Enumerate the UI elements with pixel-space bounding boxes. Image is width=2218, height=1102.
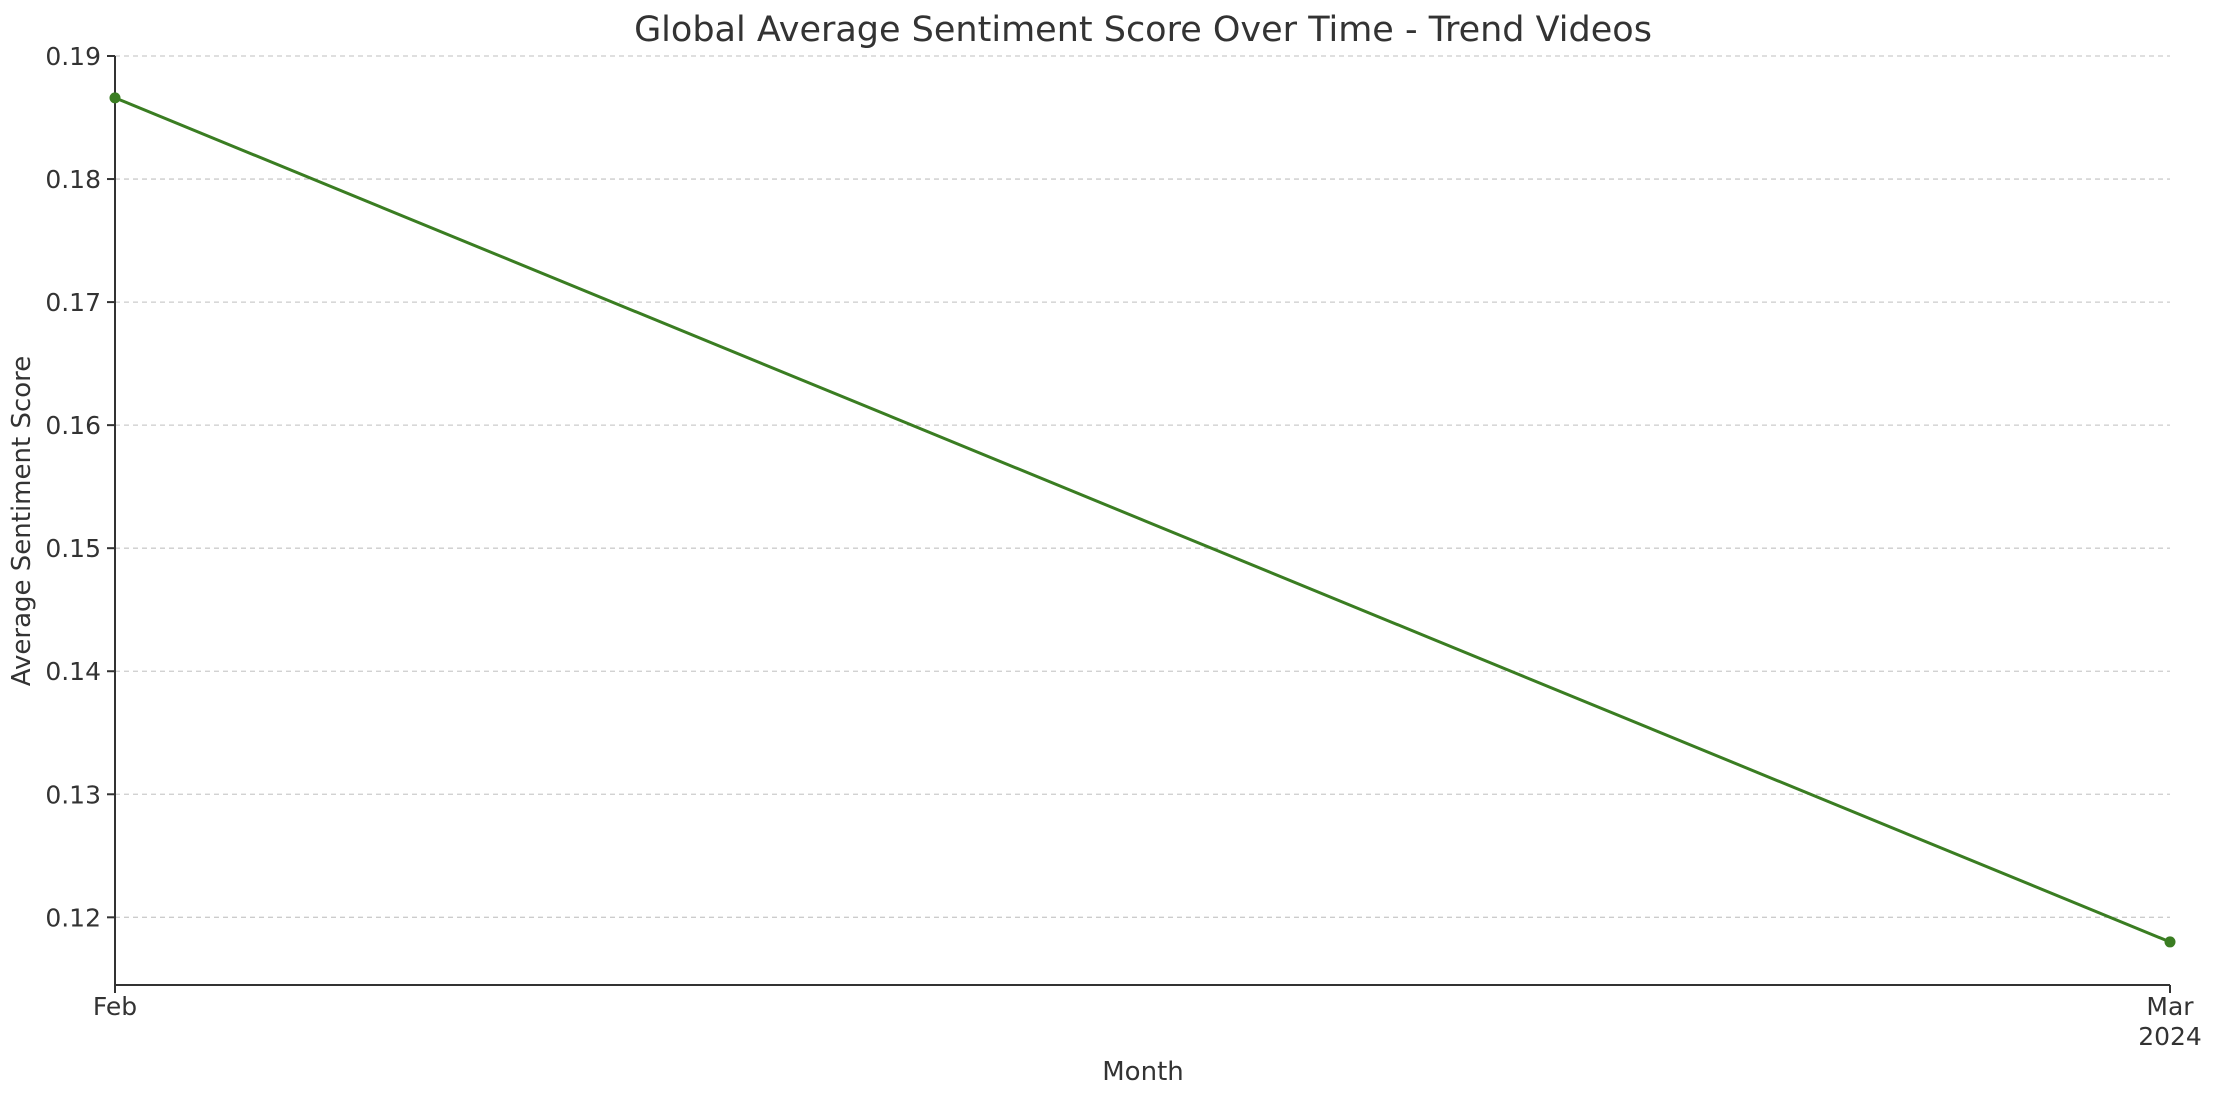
x-tick-year-label: 2024 (2138, 1022, 2202, 1051)
x-tick-label: Mar (2146, 992, 2194, 1021)
y-tick-label: 0.18 (45, 165, 101, 194)
y-tick-label: 0.16 (45, 411, 101, 440)
y-tick-label: 0.12 (45, 903, 101, 932)
chart-title: Global Average Sentiment Score Over Time… (634, 10, 1652, 50)
x-tick-label: Feb (93, 992, 137, 1021)
y-axis-title: Average Sentiment Score (7, 356, 37, 687)
y-tick-label: 0.13 (45, 780, 101, 809)
series-layer (109, 92, 2176, 948)
series-line (114, 96, 2171, 944)
y-tick-label: 0.17 (45, 288, 101, 317)
gridlines (115, 55, 2170, 918)
data-point (109, 92, 121, 104)
y-axis-ticks: 0.12 0.13 0.14 0.15 0.16 0.17 0.18 0.19 (45, 42, 115, 932)
y-tick-label: 0.15 (45, 534, 101, 563)
data-point (2164, 936, 2176, 948)
y-tick-label: 0.14 (45, 657, 101, 686)
axes (114, 56, 2170, 986)
x-axis-title: Month (1102, 1057, 1184, 1087)
y-tick-label: 0.19 (45, 42, 101, 71)
